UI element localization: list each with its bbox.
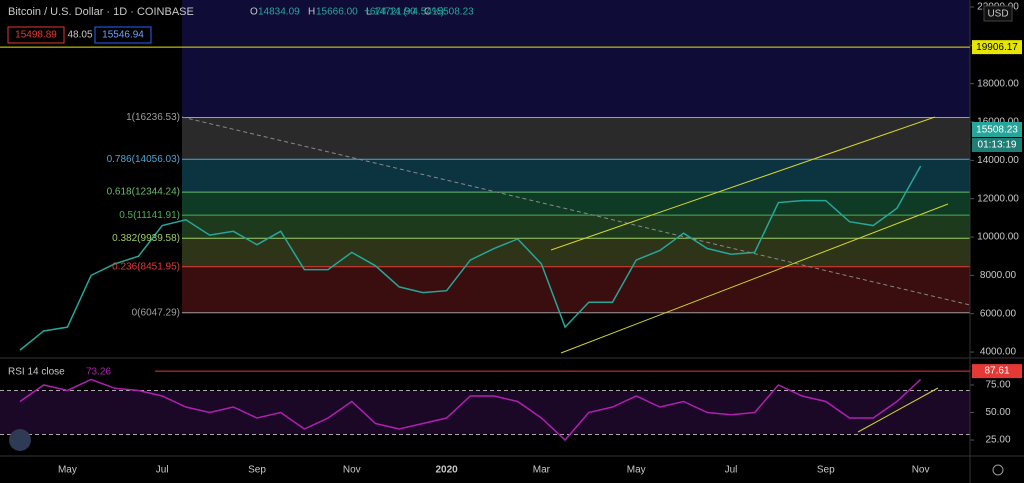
- fib-label: 0.382(9939.58): [112, 233, 180, 244]
- x-tick-label: May: [627, 465, 646, 476]
- ohlc-key: C: [424, 7, 431, 18]
- ask-box[interactable]: [94, 26, 152, 44]
- y-tick-label: 50.00: [985, 407, 1010, 418]
- y-tick-label: 25.00: [985, 435, 1010, 446]
- channel-lower: [560, 203, 949, 354]
- x-tick-label: Sep: [248, 465, 266, 476]
- y-tick-label: 75.00: [985, 380, 1010, 391]
- fib-label: 0.236(8451.95): [112, 261, 180, 272]
- fib-band: [182, 192, 970, 216]
- fib-zone: [182, 0, 970, 118]
- channel-upper: [550, 116, 936, 251]
- rsi-trend-line: [857, 387, 939, 433]
- ohlc-key: L: [366, 7, 372, 18]
- hline-label: 87.61: [984, 366, 1009, 377]
- fib-band: [182, 117, 970, 160]
- last-price-box: [972, 122, 1022, 137]
- hline-label-box: [972, 364, 1022, 379]
- x-tick-label: Mar: [533, 465, 551, 476]
- ohlc-key: O: [250, 7, 258, 18]
- countdown-box: [972, 138, 1022, 152]
- settings-icon[interactable]: [992, 464, 1004, 476]
- fib-label: 0.618(12344.24): [107, 187, 180, 198]
- symbol: Bitcoin / U.S. Dollar · 1D · COINBASE: [8, 6, 194, 18]
- spread: 48.05: [67, 30, 92, 41]
- logo[interactable]: [9, 429, 31, 451]
- ohlc-key: H: [308, 7, 315, 18]
- fib-label: 1(16236.53): [126, 112, 180, 123]
- fib-band: [182, 266, 970, 313]
- bid[interactable]: 15498.89: [15, 30, 57, 41]
- ohlc-value: 15666.00: [316, 7, 358, 18]
- y-tick-label: 4000.00: [980, 347, 1017, 358]
- fib-label: 0.786(14056.03): [107, 154, 180, 165]
- fib-band: [182, 159, 970, 193]
- rsi-line: [19, 378, 922, 442]
- price-line: [19, 165, 922, 351]
- hline-label: 19906.17: [976, 42, 1018, 53]
- y-tick-label: 6000.00: [980, 308, 1017, 319]
- last-price: 15508.23: [976, 125, 1018, 136]
- y-tick-label: 12000.00: [977, 193, 1019, 204]
- ohlc: O 14834.09 H 15666.00 L 14721.90 C 15508.23: [250, 7, 474, 18]
- ohlc-value: 14834.09: [258, 7, 300, 18]
- currency[interactable]: USD: [987, 9, 1008, 20]
- y-tick-label: 14000.00: [977, 155, 1019, 166]
- fib-label: 0.5(11141.91): [119, 210, 180, 221]
- fib-band: [182, 238, 970, 267]
- y-tick-label: 8000.00: [980, 270, 1017, 281]
- trend-line: [181, 116, 971, 306]
- y-tick-label: 10000.00: [977, 232, 1019, 243]
- x-tick-label: Jul: [156, 465, 169, 476]
- x-tick-label: Sep: [817, 465, 835, 476]
- x-tick-label: May: [58, 465, 77, 476]
- bid-box[interactable]: [7, 26, 65, 44]
- ohlc-value: 15508.23: [432, 7, 474, 18]
- ohlc-value: 14721.90: [374, 7, 416, 18]
- y-tick-label: 18000.00: [977, 78, 1019, 89]
- ask[interactable]: 15546.94: [102, 30, 144, 41]
- fib-band: [182, 215, 970, 239]
- overlay: 1(16236.53) 0.786(14056.03) 0.618(12344.24…: [0, 40, 1022, 476]
- change: +674.14 (+4.54%): [364, 7, 444, 18]
- countdown: 01:13:19: [978, 140, 1017, 151]
- x-tick-label: Nov: [343, 465, 361, 476]
- currency-box[interactable]: [983, 5, 1013, 22]
- x-tick-label: 2020: [435, 465, 458, 476]
- x-tick-label: Jul: [725, 465, 738, 476]
- rsi-value: 73.26: [86, 367, 111, 378]
- rsi-title: RSI 14 close: [8, 367, 65, 378]
- fib-label: 0(6047.29): [132, 307, 180, 318]
- hline-label-box: [972, 40, 1022, 55]
- x-tick-label: Nov: [912, 465, 930, 476]
- rsi-band: [0, 390, 970, 435]
